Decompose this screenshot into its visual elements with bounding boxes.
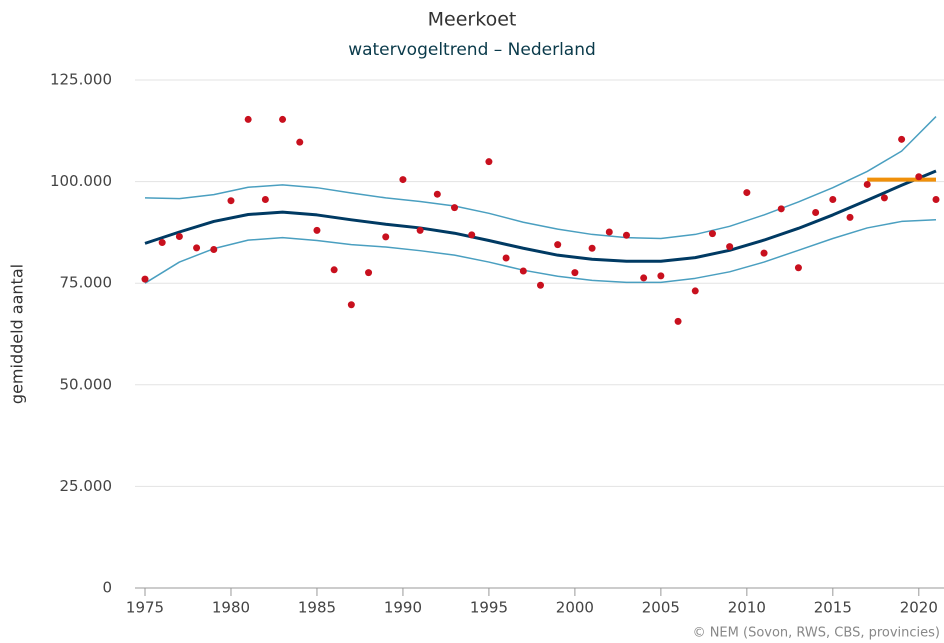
point (588, 244, 596, 252)
point (519, 267, 527, 275)
point (605, 228, 613, 236)
point (691, 287, 699, 295)
point (416, 226, 424, 234)
point (880, 194, 888, 202)
point (932, 195, 940, 203)
point (193, 244, 201, 252)
x-tick-label: 2015 (814, 599, 852, 617)
y-tick-label: 100.000 (50, 172, 112, 190)
point (829, 195, 837, 203)
point (571, 269, 579, 277)
point (175, 232, 183, 240)
point (777, 205, 785, 213)
point (537, 281, 544, 289)
x-tick-label: 1975 (126, 599, 164, 617)
y-tick-label: 0 (102, 579, 112, 597)
point (502, 254, 510, 262)
line (144, 219, 937, 284)
point (313, 226, 321, 234)
point (261, 195, 269, 203)
y-tick-label: 50.000 (60, 375, 113, 393)
point (210, 245, 218, 253)
point (451, 204, 459, 212)
point (227, 197, 235, 205)
point (554, 241, 562, 249)
point (743, 189, 751, 197)
point (279, 115, 287, 123)
point (915, 173, 923, 181)
point (674, 317, 682, 325)
x-tick-label: 1990 (384, 599, 422, 617)
point (347, 301, 355, 309)
credit: © NEM (Sovon, RWS, CBS, provincies) (693, 626, 940, 641)
point (812, 208, 820, 216)
point (158, 239, 166, 247)
point (399, 176, 407, 184)
point (726, 243, 734, 251)
line (144, 116, 937, 240)
x-tick-label: 2020 (900, 599, 938, 617)
line (144, 169, 937, 263)
point (760, 249, 768, 257)
x-tick-label: 1995 (470, 599, 508, 617)
point (330, 266, 338, 274)
x-tick-label: 2005 (642, 599, 680, 617)
point (794, 264, 802, 272)
x-tick-label: 2000 (556, 599, 594, 617)
point (365, 269, 373, 277)
point (485, 158, 493, 166)
x-tick-label: 1985 (298, 599, 336, 617)
point (863, 180, 871, 188)
point (898, 135, 906, 143)
point (433, 190, 441, 198)
y-axis-label: gemiddeld aantal (8, 264, 27, 404)
x-tick-label: 2010 (728, 599, 766, 617)
y-tick-label: 125.000 (50, 71, 112, 89)
chart-subtitle: watervogeltrend – Nederland (348, 40, 596, 60)
x-tick-label: 1980 (212, 599, 250, 617)
point (141, 275, 149, 283)
point (846, 213, 854, 221)
point (657, 272, 665, 280)
point (244, 115, 252, 123)
point (296, 138, 304, 146)
point (622, 231, 630, 239)
y-tick-label: 25.000 (60, 477, 113, 495)
chart-title: Meerkoet (428, 9, 517, 31)
point (708, 230, 716, 238)
y-tick-label: 75.000 (60, 274, 113, 292)
point (382, 233, 390, 241)
point (640, 274, 648, 282)
point (468, 231, 476, 239)
